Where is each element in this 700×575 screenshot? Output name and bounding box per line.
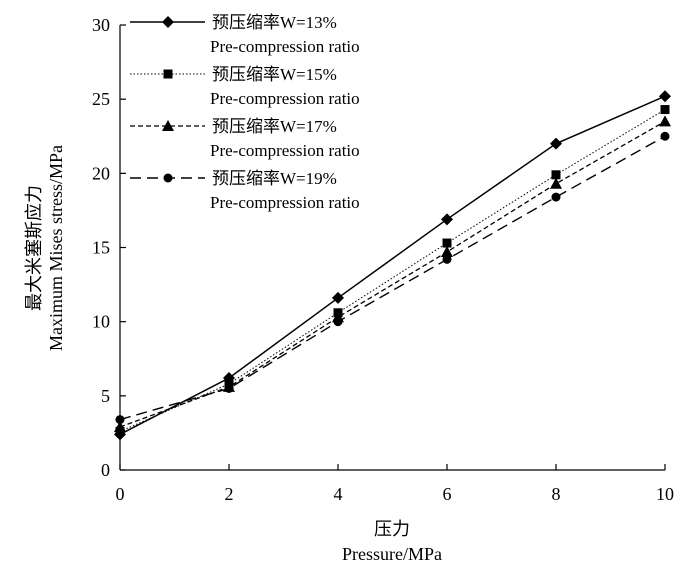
series-group <box>114 115 671 432</box>
x-tick-label: 6 <box>443 484 452 504</box>
data-point-square <box>442 238 452 248</box>
legend-entry: 预压缩率W=17% Pre-compression ratio <box>130 117 360 160</box>
legend-marker-circle <box>163 173 173 183</box>
legend-label-en: Pre-compression ratio <box>210 193 360 212</box>
series-group <box>114 90 671 441</box>
series-line <box>119 95 666 436</box>
data-point-circle <box>224 383 234 393</box>
series-line <box>119 120 666 428</box>
legend-label-cn: 预压缩率W=15% <box>212 65 337 84</box>
y-tick-label: 25 <box>92 89 110 109</box>
data-point-diamond <box>550 137 562 150</box>
y-axis-title-en: Maximum Mises stress/MPa <box>46 145 66 351</box>
axes <box>119 25 665 471</box>
data-point-diamond <box>441 213 453 226</box>
series-line <box>119 109 666 432</box>
x-axis-title-en: Pressure/MPa <box>342 544 442 564</box>
data-point-diamond <box>332 291 344 304</box>
x-tick-label: 0 <box>116 484 125 504</box>
legend-entry: 预压缩率W=19% Pre-compression ratio <box>130 169 360 212</box>
y-tick-label: 0 <box>101 460 110 480</box>
data-point-triangle <box>550 177 562 189</box>
series-line <box>119 135 666 421</box>
legend-entry: 预压缩率W=13% Pre-compression ratio <box>130 13 360 56</box>
data-point-circle <box>551 192 561 202</box>
x-tick-label: 8 <box>552 484 561 504</box>
y-tick-label: 30 <box>92 15 110 35</box>
y-tick-label: 10 <box>92 312 110 332</box>
y-tick-label: 15 <box>92 238 110 258</box>
data-point-diamond <box>659 90 671 103</box>
series-group <box>115 105 670 436</box>
legend-label-cn: 预压缩率W=13% <box>212 13 337 32</box>
y-tick-label: 20 <box>92 163 110 183</box>
data-point-triangle <box>114 420 126 432</box>
series-lines <box>114 90 671 441</box>
data-point-circle <box>442 254 452 264</box>
legend-label-cn: 预压缩率W=17% <box>212 117 337 136</box>
legend: 预压缩率W=13% Pre-compression ratio 预压缩率W=15% P… <box>130 13 360 212</box>
x-tick-label: 4 <box>334 484 343 504</box>
axis-titles: 压力 Pressure/MPa 最大米塞斯应力 Maximum Mises st… <box>24 145 442 564</box>
data-point-triangle <box>659 115 671 127</box>
data-point-circle <box>115 415 125 425</box>
data-point-circle <box>333 317 343 327</box>
legend-label-en: Pre-compression ratio <box>210 141 360 160</box>
legend-entry: 预压缩率W=15% Pre-compression ratio <box>130 65 360 108</box>
y-tick-label: 5 <box>101 386 110 406</box>
data-point-triangle <box>441 245 453 257</box>
legend-marker-triangle <box>162 120 174 131</box>
data-point-square <box>551 170 561 180</box>
data-point-circle <box>660 131 670 141</box>
series-group <box>115 131 670 425</box>
legend-label-cn: 预压缩率W=19% <box>212 169 337 188</box>
y-axis-title-cn: 最大米塞斯应力 <box>24 185 44 311</box>
x-tick-label: 10 <box>656 484 674 504</box>
x-axis-title-cn: 压力 <box>374 519 410 539</box>
ticks: 0 5 10 15 20 25 30 0 2 4 6 8 10 <box>92 15 674 504</box>
legend-marker-diamond <box>162 16 174 28</box>
data-point-square <box>660 105 670 115</box>
legend-label-en: Pre-compression ratio <box>210 89 360 108</box>
x-tick-label: 2 <box>225 484 234 504</box>
legend-marker-square <box>163 69 173 79</box>
legend-label-en: Pre-compression ratio <box>210 37 360 56</box>
